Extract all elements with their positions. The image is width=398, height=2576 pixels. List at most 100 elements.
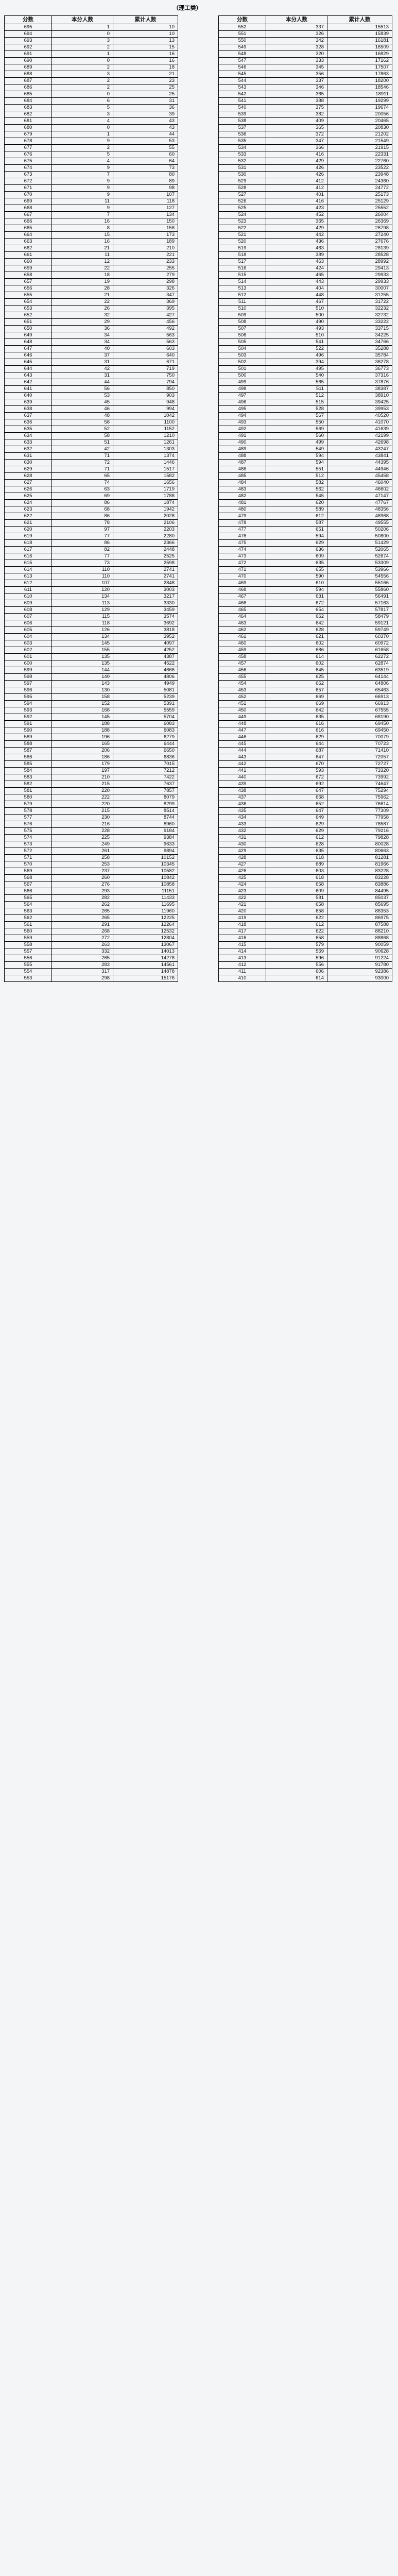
cell-cumulative: 85695 <box>327 901 392 908</box>
table-row: 545 356 17863 <box>218 71 392 78</box>
cell-count: 366 <box>266 144 327 151</box>
cell-cumulative: 37316 <box>327 372 392 379</box>
table-row: 499 565 37876 <box>218 379 392 386</box>
table-row: 485 512 45458 <box>218 472 392 480</box>
cell-count: 465 <box>266 272 327 279</box>
cell-score: 548 <box>218 50 266 58</box>
cell-count: 551 <box>266 466 327 473</box>
table-row: 558 263 13067 <box>4 941 178 948</box>
cell-score: 558 <box>4 941 52 948</box>
table-row: 459 686 61658 <box>218 647 392 654</box>
cell-count: 658 <box>266 908 327 915</box>
cell-cumulative: 80663 <box>327 848 392 855</box>
table-row: 505 541 34766 <box>218 338 392 346</box>
cell-score: 540 <box>218 104 266 111</box>
cell-count: 69 <box>51 493 113 500</box>
cell-cumulative: 32232 <box>327 305 392 312</box>
cell-score: 557 <box>4 948 52 955</box>
cell-count: 19 <box>51 278 113 285</box>
cell-count: 429 <box>266 158 327 165</box>
table-row: 446 629 70079 <box>218 734 392 741</box>
cell-score: 692 <box>4 44 52 51</box>
cell-cumulative: 15839 <box>327 30 392 38</box>
cell-cumulative: 21202 <box>327 131 392 138</box>
cell-count: 442 <box>266 231 327 239</box>
cell-cumulative: 1582 <box>113 472 178 480</box>
table-row: 428 618 81281 <box>218 854 392 861</box>
cell-count: 644 <box>266 740 327 748</box>
cell-cumulative: 14013 <box>113 948 178 955</box>
table-row: 474 636 52065 <box>218 546 392 553</box>
cell-cumulative: 3330 <box>113 600 178 607</box>
cell-count: 668 <box>266 794 327 801</box>
cell-score: 531 <box>218 164 266 172</box>
cell-cumulative: 20830 <box>327 124 392 131</box>
cell-score: 521 <box>218 231 266 239</box>
table-row: 473 609 52674 <box>218 553 392 560</box>
cell-cumulative: 17507 <box>327 64 392 71</box>
cell-count: 134 <box>51 593 113 600</box>
cell-score: 430 <box>218 841 266 848</box>
cell-cumulative: 79216 <box>327 827 392 835</box>
cell-cumulative: 72727 <box>327 760 392 768</box>
cell-score: 545 <box>218 71 266 78</box>
cell-score: 581 <box>4 787 52 794</box>
cell-cumulative: 66913 <box>327 693 392 701</box>
cell-count: 265 <box>51 914 113 922</box>
cell-cumulative: 15 <box>113 44 178 51</box>
cell-count: 621 <box>266 633 327 640</box>
cell-count: 560 <box>266 432 327 439</box>
cell-score: 444 <box>218 747 266 754</box>
cell-score: 620 <box>4 526 52 533</box>
cell-score: 519 <box>218 245 266 252</box>
cell-count: 603 <box>266 868 327 875</box>
cell-score: 526 <box>218 198 266 205</box>
score-table-left: 分数 本分人数 累计人数 695 1 10 694 0 10 693 3 13 692 2 15 691… <box>4 15 178 982</box>
cell-cumulative: 7857 <box>113 787 178 794</box>
cell-score: 454 <box>218 680 266 687</box>
cell-count: 155 <box>51 647 113 654</box>
cell-cumulative: 78587 <box>327 821 392 828</box>
cell-cumulative: 69450 <box>327 720 392 727</box>
table-row: 450 642 67555 <box>218 707 392 714</box>
table-row: 553 298 15176 <box>4 975 178 982</box>
cell-score: 500 <box>218 372 266 379</box>
left-table-column: 分数 本分人数 累计人数 695 1 10 694 0 10 693 3 13 692 2 15 691… <box>0 15 199 982</box>
cell-score: 539 <box>218 111 266 118</box>
table-row: 628 65 1582 <box>4 472 178 480</box>
table-row: 622 86 2028 <box>4 513 178 520</box>
cell-score: 622 <box>4 513 52 520</box>
cell-score: 433 <box>218 821 266 828</box>
cell-count: 3 <box>51 71 113 78</box>
cell-count: 687 <box>266 747 327 754</box>
cell-score: 541 <box>218 97 266 105</box>
table-row: 650 36 492 <box>4 325 178 332</box>
cell-cumulative: 994 <box>113 405 178 413</box>
table-row: 435 647 77309 <box>218 807 392 815</box>
score-table-right: 分数 本分人数 累计人数 552 337 15513 551 326 15839 550 34… <box>218 15 392 982</box>
cell-score: 463 <box>218 620 266 627</box>
cell-cumulative: 23 <box>113 77 178 84</box>
cell-score: 429 <box>218 848 266 855</box>
cell-score: 412 <box>218 961 266 969</box>
cell-score: 510 <box>218 305 266 312</box>
cell-score: 572 <box>4 848 52 855</box>
cell-cumulative: 88868 <box>327 935 392 942</box>
cell-count: 15 <box>51 231 113 239</box>
cell-count: 629 <box>266 821 327 828</box>
cell-count: 658 <box>266 881 327 888</box>
table-row: 434 649 77958 <box>218 814 392 821</box>
cell-count: 545 <box>266 493 327 500</box>
table-row: 465 654 57817 <box>218 606 392 614</box>
cell-count: 332 <box>51 948 113 955</box>
cell-cumulative: 58479 <box>327 613 392 620</box>
cell-count: 629 <box>266 734 327 741</box>
cell-count: 365 <box>266 218 327 225</box>
table-row: 605 126 3818 <box>4 626 178 634</box>
cell-score: 590 <box>4 727 52 734</box>
table-row: 550 342 16181 <box>218 37 392 44</box>
cell-cumulative: 9894 <box>113 848 178 855</box>
cell-count: 655 <box>266 566 327 573</box>
cell-score: 472 <box>218 560 266 567</box>
table-row: 445 644 70723 <box>218 740 392 748</box>
